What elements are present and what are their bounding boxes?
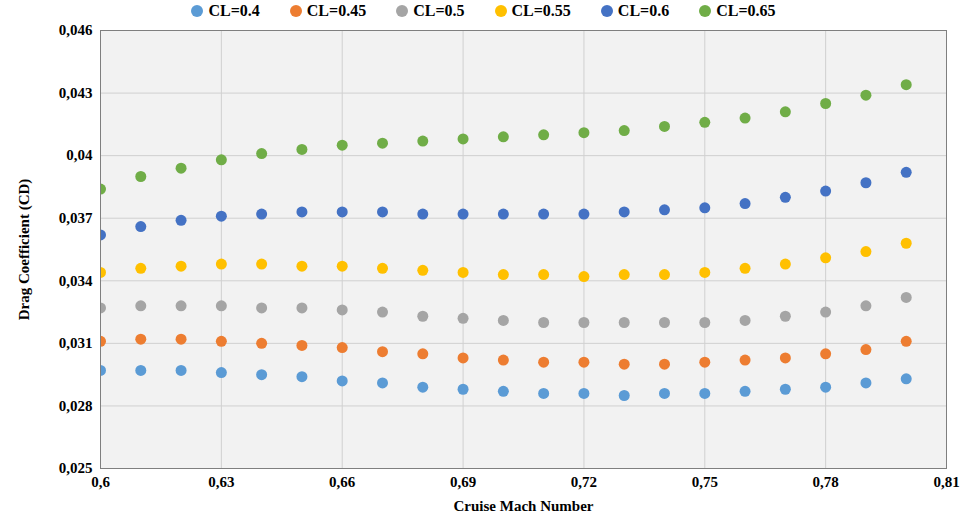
svg-text:0,046: 0,046 <box>59 22 93 38</box>
svg-text:0,75: 0,75 <box>692 474 718 490</box>
svg-text:0,028: 0,028 <box>59 398 93 414</box>
svg-text:0,72: 0,72 <box>571 474 597 490</box>
svg-text:0,6: 0,6 <box>91 474 110 490</box>
svg-text:0,66: 0,66 <box>329 474 356 490</box>
svg-text:0,043: 0,043 <box>59 85 93 101</box>
svg-text:0,025: 0,025 <box>59 460 93 476</box>
svg-text:0,034: 0,034 <box>59 273 93 289</box>
svg-text:Drag Coefficient (CD): Drag Coefficient (CD) <box>16 179 33 321</box>
html-text:CL=0.4: CL=0.4 <box>208 2 260 19</box>
svg-text:0,04: 0,04 <box>66 147 93 163</box>
html-text:CL=0.55: CL=0.55 <box>511 2 571 19</box>
svg-text:0,037: 0,037 <box>59 210 93 226</box>
html-text:CL=0.6: CL=0.6 <box>617 2 670 19</box>
svg-text:0,69: 0,69 <box>450 474 476 490</box>
svg-text:0,63: 0,63 <box>208 474 234 490</box>
html-text:CL=0.65: CL=0.65 <box>716 2 776 19</box>
html-text:CL=0.5: CL=0.5 <box>413 2 465 19</box>
html-text:CL=0.45: CL=0.45 <box>306 2 367 19</box>
svg-text:0,78: 0,78 <box>813 474 839 490</box>
svg-text:0,81: 0,81 <box>933 474 959 490</box>
svg-text:0,031: 0,031 <box>59 335 93 351</box>
svg-text:Cruise Mach Number: Cruise Mach Number <box>454 498 594 514</box>
